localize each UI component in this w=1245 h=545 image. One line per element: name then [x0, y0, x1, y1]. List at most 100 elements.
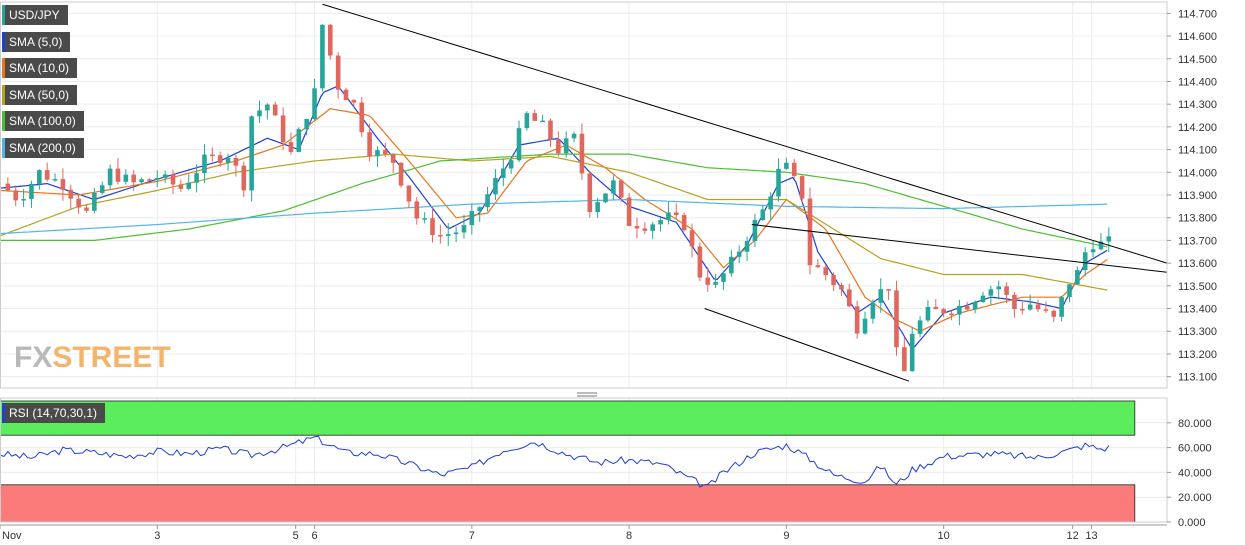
candle-body — [650, 224, 656, 231]
candle-body — [123, 174, 129, 182]
candle-body — [894, 290, 899, 348]
candle-body — [548, 120, 553, 140]
candle-body — [280, 115, 286, 143]
rsi-tick-label: 20.000 — [1178, 492, 1212, 504]
time-tick-label: 10 — [938, 530, 950, 542]
candle-body — [752, 220, 758, 241]
candle-body — [791, 162, 797, 177]
sma-lines — [0, 86, 1108, 351]
price-tick-label: 113.400 — [1178, 304, 1217, 316]
watermark-logo: FXSTREET — [14, 341, 171, 374]
candle-body — [839, 285, 844, 290]
time-tick-label: 13 — [1085, 530, 1097, 542]
candle-body — [485, 194, 490, 208]
candle-body — [367, 132, 372, 157]
candle-body — [1098, 241, 1104, 250]
candle-body — [524, 113, 530, 129]
candle-body — [430, 218, 435, 235]
candle-body — [540, 120, 545, 123]
candle-body — [697, 246, 703, 278]
candle-body — [563, 138, 569, 154]
time-tick-label: Nov — [2, 530, 22, 542]
legend-item[interactable]: SMA (100,0) — [2, 111, 84, 131]
sma100-line — [0, 153, 1108, 248]
candle-body — [988, 289, 994, 296]
price-tick-label: 114.100 — [1178, 145, 1217, 157]
candle-body — [736, 251, 742, 257]
candle-body — [634, 226, 640, 229]
candle-body — [115, 168, 121, 182]
candle-body — [107, 168, 113, 186]
candle-body — [304, 118, 309, 130]
price-tick-label: 114.700 — [1178, 8, 1217, 20]
candle-body — [21, 198, 26, 201]
candle-body — [626, 197, 632, 227]
candle-body — [681, 215, 687, 231]
time-tick-label: 9 — [783, 530, 789, 542]
candle-body — [170, 174, 176, 185]
candle-body — [343, 89, 349, 101]
price-tick-label: 114.500 — [1178, 54, 1217, 66]
candle-body — [186, 182, 192, 189]
oversold-zone — [0, 484, 1136, 523]
legend-swatch — [2, 137, 5, 158]
overbought-zone — [0, 400, 1136, 436]
candle-body — [658, 220, 663, 225]
sma200-line — [0, 198, 1108, 235]
legend-item[interactable]: SMA (10,0) — [2, 58, 78, 78]
candle-body — [296, 129, 302, 152]
candle-body — [154, 178, 160, 180]
time-tick-label: 7 — [469, 530, 475, 542]
main-grid — [0, 2, 1167, 523]
candle-body — [862, 318, 868, 334]
candle-body — [721, 273, 726, 282]
candle-body — [603, 193, 608, 203]
candle-body — [162, 174, 168, 179]
candle-body — [949, 313, 954, 316]
candle-body — [957, 305, 962, 315]
candle-body — [194, 173, 199, 183]
candle-body — [532, 113, 538, 121]
legend-swatch — [2, 31, 5, 52]
pane-divider[interactable] — [577, 392, 597, 397]
candle-body — [1106, 236, 1112, 242]
trendline — [322, 3, 1168, 264]
candle-body — [257, 110, 262, 117]
candle-body — [587, 173, 593, 213]
rsi-axis: 80.000 60.000 40.000 20.000 0.000 — [1167, 418, 1212, 529]
candle-body — [351, 100, 357, 103]
candle-body — [1027, 304, 1033, 310]
candle-body — [453, 232, 459, 235]
candle-body — [359, 102, 365, 133]
candle-body — [1059, 297, 1064, 317]
rsi-tick-label: 80.000 — [1178, 418, 1212, 430]
candle-body — [1075, 270, 1080, 285]
time-tick-label: 8 — [626, 530, 632, 542]
legend-item[interactable]: USD/JPY — [2, 5, 68, 25]
candle-body — [571, 133, 577, 139]
candle-body — [13, 190, 19, 201]
candle-body — [909, 333, 915, 372]
rsi-tick-label: 60.000 — [1178, 443, 1212, 455]
candle-body — [744, 240, 750, 252]
candle-body — [99, 185, 105, 193]
candle-body — [84, 207, 89, 211]
legend-item[interactable]: SMA (50,0) — [2, 84, 78, 105]
rsi-label: RSI (14,70,30,1) — [2, 403, 106, 423]
legend-swatch — [2, 58, 5, 78]
candle-body — [729, 256, 734, 274]
time-axis: Nov 3 5 6 7 8 9 10 12 13 — [0, 524, 1167, 542]
candle-body — [823, 267, 829, 275]
rsi-tick-label: 0.000 — [1178, 517, 1206, 529]
legend-item[interactable]: SMA (5,0) — [2, 31, 71, 52]
candle-body — [925, 306, 931, 321]
candle-body — [870, 302, 876, 319]
candle-body — [477, 207, 482, 212]
candle-body — [673, 212, 679, 216]
price-tick-label: 113.300 — [1178, 326, 1217, 338]
candle-body — [241, 165, 247, 191]
candle-body — [941, 309, 946, 314]
candle-body — [29, 183, 34, 199]
trendlines — [322, 3, 1168, 382]
legend-item[interactable]: SMA (200,0) — [2, 137, 84, 158]
